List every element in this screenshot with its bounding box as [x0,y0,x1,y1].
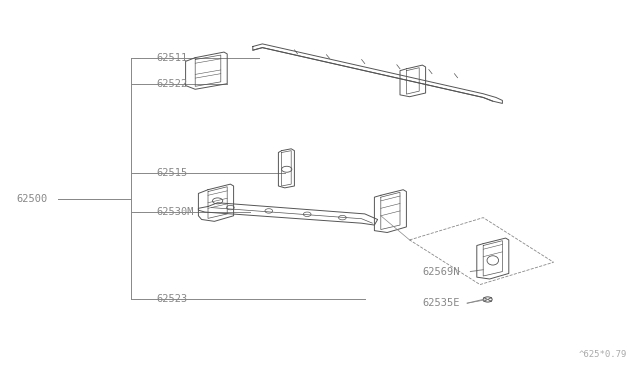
Text: 62515: 62515 [157,168,188,178]
Text: 62523: 62523 [157,295,188,304]
Text: 62535E: 62535E [422,298,460,308]
Text: ^625*0.79: ^625*0.79 [579,350,627,359]
Text: 62530M: 62530M [157,207,195,217]
Text: 62569N: 62569N [422,267,460,276]
Text: 62522: 62522 [157,79,188,89]
Text: 62511: 62511 [157,53,188,62]
Text: 62500: 62500 [16,194,47,204]
